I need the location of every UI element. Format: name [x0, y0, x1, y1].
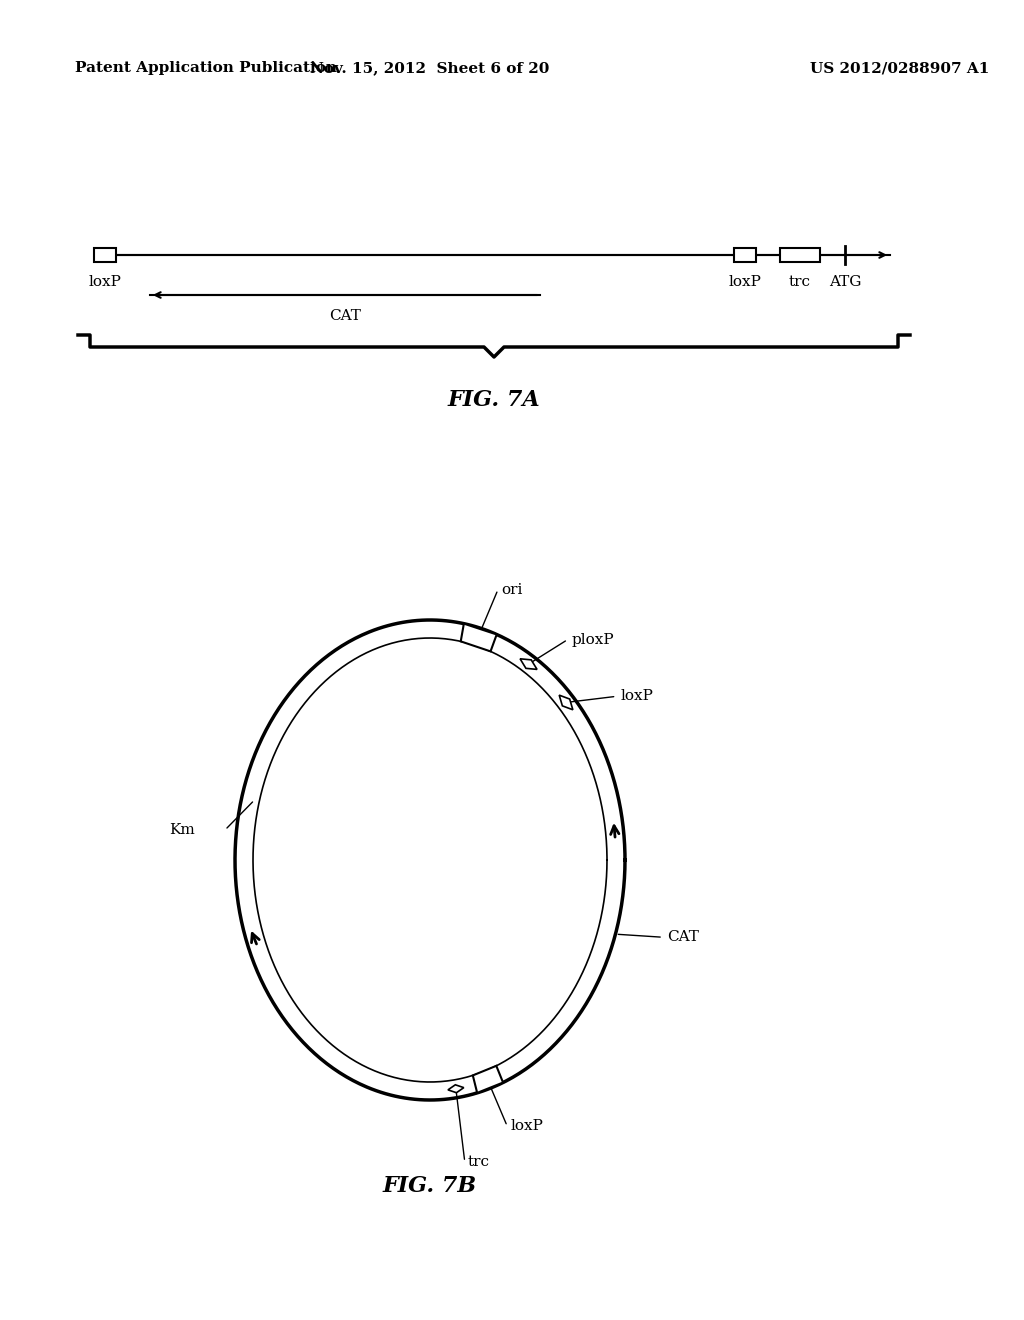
Bar [94, 248, 116, 261]
Text: ATG: ATG [828, 275, 861, 289]
Polygon shape [559, 696, 572, 710]
Text: US 2012/0288907 A1: US 2012/0288907 A1 [810, 61, 989, 75]
Polygon shape [520, 659, 537, 669]
Text: loxP: loxP [88, 275, 122, 289]
Text: CAT: CAT [329, 309, 360, 323]
Text: Patent Application Publication: Patent Application Publication [75, 61, 337, 75]
Text: Km: Km [169, 822, 195, 837]
Polygon shape [473, 1065, 503, 1093]
Text: loxP: loxP [728, 275, 762, 289]
Text: ploxP: ploxP [571, 632, 614, 647]
Text: FIG. 7B: FIG. 7B [383, 1175, 477, 1197]
Text: loxP: loxP [621, 689, 653, 704]
Text: trc: trc [468, 1155, 489, 1170]
Text: Nov. 15, 2012  Sheet 6 of 20: Nov. 15, 2012 Sheet 6 of 20 [310, 61, 550, 75]
Polygon shape [447, 1085, 464, 1093]
Text: FIG. 7A: FIG. 7A [447, 389, 541, 411]
Text: ori: ori [501, 582, 522, 597]
Bar [780, 248, 820, 261]
Text: CAT: CAT [667, 931, 699, 944]
Text: trc: trc [790, 275, 811, 289]
Polygon shape [461, 623, 497, 651]
Text: loxP: loxP [510, 1119, 543, 1134]
Bar [734, 248, 756, 261]
